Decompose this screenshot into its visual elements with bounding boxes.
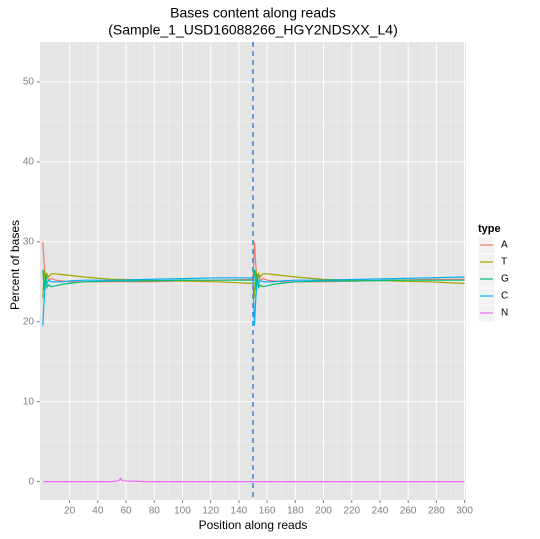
chart-subtitle: (Sample_1_USD16088266_HGY2NDSXX_L4) <box>108 22 398 38</box>
x-tick-label: 260 <box>400 506 417 517</box>
x-tick-label: 180 <box>287 506 304 517</box>
series-line <box>42 269 465 290</box>
x-axis-label: Position along reads <box>199 518 308 532</box>
x-tick-label: 60 <box>120 506 132 517</box>
y-tick-label: 30 <box>23 236 35 247</box>
series-line <box>42 477 465 483</box>
x-tick-label: 100 <box>174 506 191 517</box>
x-tick-label: 280 <box>428 506 445 517</box>
x-tick-label: 80 <box>149 506 161 517</box>
legend-label: C <box>501 291 508 302</box>
y-axis-label: Percent of bases <box>8 220 22 310</box>
chart-title: Bases content along reads <box>170 5 336 21</box>
x-tick-label: 140 <box>231 506 248 517</box>
series-line <box>42 276 465 326</box>
y-tick-label: 20 <box>23 316 35 327</box>
x-tick-label: 20 <box>64 506 76 517</box>
x-tick-label: 120 <box>202 506 219 517</box>
legend-label: T <box>501 257 507 268</box>
y-tick-label: 40 <box>23 157 35 168</box>
y-tick-label: 10 <box>23 396 35 407</box>
x-tick-label: 240 <box>372 506 389 517</box>
legend-label: N <box>501 308 508 319</box>
legend-label: A <box>501 240 508 251</box>
x-tick-label: 300 <box>456 506 473 517</box>
x-tick-label: 40 <box>92 506 104 517</box>
legend-title: type <box>478 223 501 235</box>
x-tick-label: 200 <box>315 506 332 517</box>
series-line <box>42 269 465 298</box>
x-tick-label: 160 <box>259 506 276 517</box>
y-tick-label: 0 <box>28 476 34 487</box>
legend-label: G <box>501 274 509 285</box>
y-tick-label: 50 <box>23 77 35 88</box>
x-tick-label: 220 <box>343 506 360 517</box>
